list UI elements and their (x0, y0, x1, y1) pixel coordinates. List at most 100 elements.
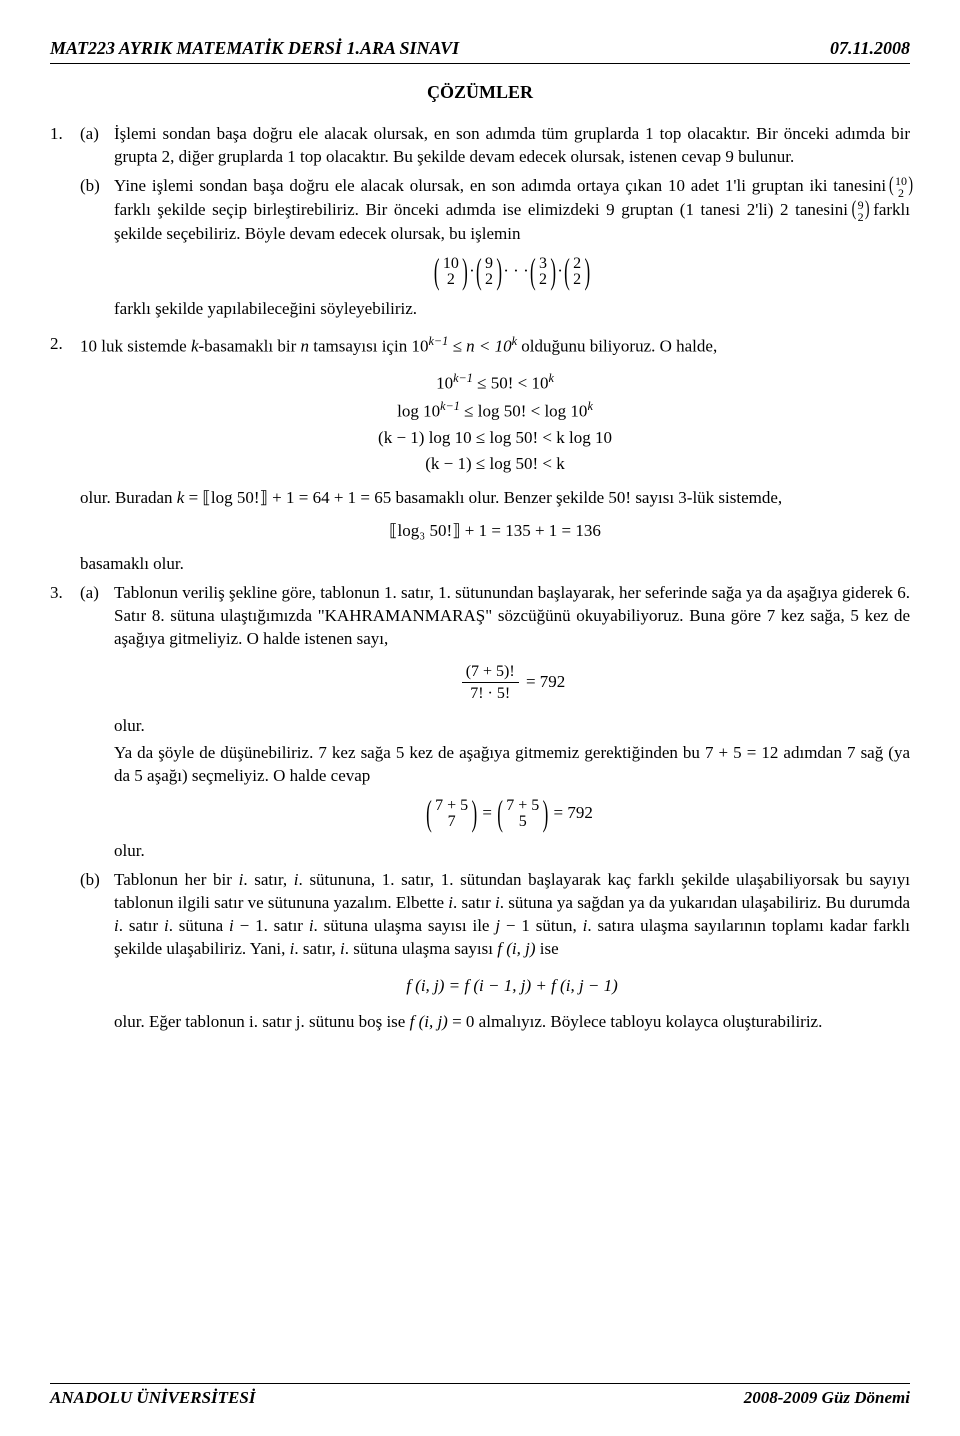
q2-intro-c: tamsayısı için 10 (309, 337, 428, 356)
binom-top: 7 + 5 (506, 798, 539, 814)
binom-3-2: 3 2 (536, 256, 550, 288)
t: ise (535, 939, 558, 958)
eq-792b: = 792 (554, 803, 593, 822)
q3b-text2: olur. Eğer tablonun i. satır j. sütunu b… (114, 1011, 910, 1034)
q3a-label: (a) (80, 582, 114, 863)
binom-bot: 2 (443, 272, 459, 288)
t: . satır, (294, 939, 340, 958)
q1a-text: İşlemi sondan başa doğru ele alacak olur… (114, 123, 910, 169)
sup: k−1 (440, 399, 460, 413)
t: olur. Buradan (80, 488, 177, 507)
binom-top: 7 + 5 (435, 798, 468, 814)
t: . satır, (243, 870, 293, 889)
q2-intro-a: 10 luk sistemde (80, 337, 191, 356)
binom-bot: 2 (573, 272, 581, 288)
q2-line1: 10k−1 ≤ 50! < 10k (378, 369, 612, 397)
binom-10-2-inline: 10 2 (893, 175, 909, 199)
q2-log3-line: ⟦log₃ 50!⟧ + 1 = 135 + 1 = 136 (80, 520, 910, 543)
binom-bot: 7 (435, 814, 468, 830)
binom-top: 3 (539, 256, 547, 272)
q2-n: n (300, 337, 309, 356)
q2-number: 2. (50, 333, 80, 576)
eq-sign: = (482, 803, 492, 822)
q3a-text1: Tablonun veriliş şekline göre, tablonun … (114, 582, 910, 651)
binom-9-2: 9 2 (482, 256, 496, 288)
q3-number: 3. (50, 582, 80, 1040)
fij: f (i, j) (497, 939, 535, 958)
binom-bot: 5 (506, 814, 539, 830)
q1-number: 1. (50, 123, 80, 327)
binom-bot: 2 (485, 272, 493, 288)
frac-den: 7! · 5! (462, 683, 519, 705)
q2-ineq: ≤ n < 10 (448, 337, 511, 356)
page-header: MAT223 AYRIK MATEMATİK DERSİ 1.ARA SINAV… (50, 38, 910, 59)
sup: k−1 (453, 371, 473, 385)
binom-bot: 2 (539, 272, 547, 288)
q2-intro-d: olduğunu biliyoruz. O halde, (517, 337, 717, 356)
q1b-text-pre: Yine işlemi sondan başa doğru ele alacak… (114, 176, 892, 195)
q2-after1: olur. Buradan k = ⟦log 50!⟧ + 1 = 64 + 1… (80, 487, 910, 510)
t: 10 (436, 373, 453, 392)
cdot: · (469, 261, 475, 280)
q3a-frac: (7 + 5)! 7! · 5! = 792 (114, 661, 910, 705)
q2-k: k (191, 337, 199, 356)
q2-line2: log 10k−1 ≤ log 50! < log 10k (378, 397, 612, 425)
header-rule (50, 63, 910, 64)
q2-stack: 10k−1 ≤ 50! < 10k log 10k−1 ≤ log 50! < … (80, 369, 910, 478)
header-left: MAT223 AYRIK MATEMATİK DERSİ 1.ARA SINAV… (50, 38, 459, 59)
sup-km1: k−1 (428, 334, 448, 348)
q1b-label: (b) (80, 175, 114, 321)
q3b-label: (b) (80, 869, 114, 1035)
t: . sütuna ya sağdan ya da yukarıdan ulaşa… (500, 893, 910, 912)
q3a-binom-eq: 7 + 5 7 = 7 + 5 5 = 792 (114, 798, 910, 830)
q2-body: 10 luk sistemde k-basamaklı bir n tamsay… (80, 333, 910, 576)
t: − 1 sütun, (500, 916, 583, 935)
q2-line4: (k − 1) ≤ log 50! < k (378, 451, 612, 477)
q2-line3: (k − 1) log 10 ≤ log 50! < k log 10 (378, 425, 612, 451)
q3a-body: Tablonun veriliş şekline göre, tablonun … (114, 582, 910, 863)
page-footer: ANADOLU ÜNİVERSİTESİ 2008-2009 Güz Dönem… (50, 1388, 910, 1408)
q1b-tail: farklı şekilde yapılabileceğini söyleyeb… (114, 298, 910, 321)
q3: 3. (a) Tablonun veriliş şekline göre, ta… (50, 582, 910, 1040)
t: ≤ log 50! < log 10 (460, 401, 588, 420)
t: − 1. satır (234, 916, 309, 935)
t: = ⟦log 50!⟧ + 1 = 64 + 1 = 65 basamaklı … (184, 488, 782, 507)
t: Tablonun her bir (114, 870, 239, 889)
binom-12-5: 7 + 5 5 (503, 798, 542, 830)
q2-intro-b: -basamaklı bir (199, 337, 301, 356)
header-right: 07.11.2008 (830, 38, 910, 59)
q1: 1. (a) İşlemi sondan başa doğru ele alac… (50, 123, 910, 327)
t: . satır (453, 893, 495, 912)
page-title: ÇÖZÜMLER (50, 82, 910, 103)
cdots: · · · (503, 261, 528, 280)
q1b-text-mid1: farklı şekilde seçip birleştirebiliriz. … (114, 200, 855, 219)
fraction: (7 + 5)! 7! · 5! (462, 661, 519, 705)
binom-12-7: 7 + 5 7 (432, 798, 471, 830)
binom-bot: 2 (858, 211, 864, 223)
sup: k (587, 399, 592, 413)
q1a: (a) İşlemi sondan başa doğru ele alacak … (80, 123, 910, 169)
t: olur. Eğer tablonun i. satır j. sütunu b… (114, 1012, 410, 1031)
footer-left: ANADOLU ÜNİVERSİTESİ (50, 1388, 255, 1408)
sup: k (548, 371, 553, 385)
t: . sütuna ulaşma sayısı ile (314, 916, 496, 935)
q3a-text2: Ya da şöyle de düşünebiliriz. 7 kez sağa… (114, 742, 910, 788)
cdot: · (557, 261, 563, 280)
binom-top: 9 (485, 256, 493, 272)
binom-10-2: 10 2 (440, 256, 462, 288)
binom-2-2: 2 2 (570, 256, 584, 288)
t: . sütuna ulaşma sayısı (345, 939, 498, 958)
t: = 0 almalıyız. Böylece tabloyu kolayca o… (448, 1012, 823, 1031)
binom-top: 2 (573, 256, 581, 272)
q3a-olur2: olur. (114, 840, 910, 863)
q3b-recurrence: f (i, j) = f (i − 1, j) + f (i, j − 1) (114, 975, 910, 998)
binom-bot: 2 (895, 187, 907, 199)
q1b-equation: 10 2 · 9 2 · · · 3 2 (114, 256, 910, 288)
q3a-olur1: olur. (114, 715, 910, 738)
q3a: (a) Tablonun veriliş şekline göre, tablo… (80, 582, 910, 863)
eq-792: = 792 (526, 672, 565, 691)
q1a-label: (a) (80, 123, 114, 169)
frac-num: (7 + 5)! (462, 661, 519, 684)
q3b-body: Tablonun her bir i. satır, i. sütununa, … (114, 869, 910, 1035)
q1b-body: Yine işlemi sondan başa doğru ele alacak… (114, 175, 910, 321)
